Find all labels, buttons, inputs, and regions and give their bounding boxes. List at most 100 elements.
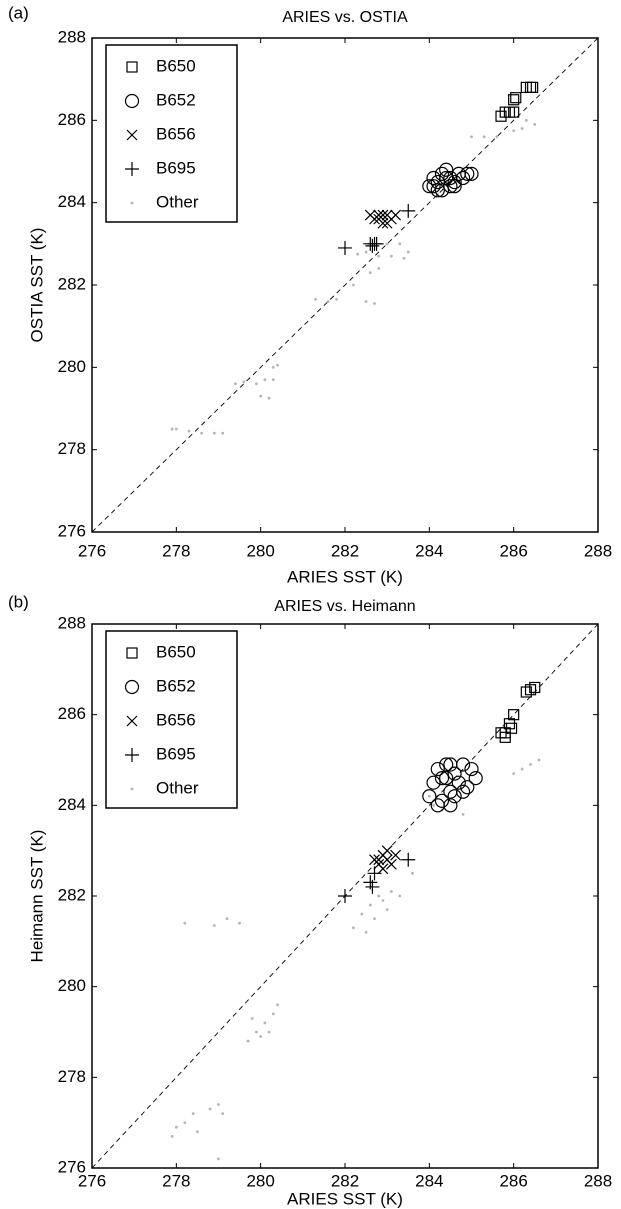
point	[470, 135, 473, 139]
point	[276, 1003, 279, 1007]
panel-label: (b)	[8, 592, 29, 611]
point	[461, 813, 465, 816]
point	[170, 1134, 174, 1138]
point	[183, 1121, 187, 1125]
point	[221, 1112, 225, 1115]
legend-label: Other	[156, 778, 199, 797]
point	[432, 803, 435, 807]
point	[381, 899, 385, 902]
point	[422, 179, 437, 194]
point	[233, 382, 237, 386]
x-axis-label: ARIES SST (K)	[287, 567, 403, 586]
point	[430, 798, 445, 813]
x-tick-label: 284	[415, 1171, 443, 1190]
y-tick-label: 276	[58, 1157, 86, 1176]
point	[460, 166, 475, 181]
point	[365, 879, 380, 894]
x-axis-label: ARIES SST (K)	[287, 1189, 403, 1208]
point	[373, 302, 376, 305]
y-tick-label: 288	[58, 613, 86, 632]
point	[460, 780, 475, 795]
point	[170, 427, 174, 431]
point	[510, 92, 522, 104]
point	[338, 240, 352, 255]
point	[447, 179, 462, 194]
legend-marker	[126, 61, 138, 73]
x-tick-label: 286	[499, 541, 527, 560]
y-tick-label: 284	[58, 192, 86, 211]
legend-box	[105, 44, 238, 223]
point	[529, 681, 541, 694]
point	[338, 889, 352, 903]
legend-marker	[124, 93, 140, 109]
point	[482, 135, 486, 139]
point	[364, 300, 368, 303]
legend-label: B650	[156, 56, 196, 75]
point	[520, 81, 532, 94]
point	[439, 757, 454, 772]
point	[364, 250, 368, 254]
legend-label: Other	[156, 192, 199, 211]
point	[381, 845, 393, 857]
y-tick-label: 280	[58, 976, 86, 995]
point	[389, 254, 393, 258]
legend-marker	[126, 129, 138, 141]
point	[527, 81, 539, 94]
legend-marker	[126, 715, 138, 727]
chart-title: ARIES vs. Heimann	[274, 598, 415, 615]
point	[352, 283, 355, 287]
point	[276, 363, 279, 367]
point	[495, 135, 499, 139]
y-tick-label: 278	[58, 439, 86, 458]
legend-marker	[130, 787, 134, 791]
point	[238, 921, 241, 925]
y-tick-label: 286	[58, 704, 86, 723]
point	[196, 1130, 199, 1134]
point	[174, 427, 178, 431]
point	[377, 863, 389, 875]
point	[402, 256, 406, 260]
y-tick-label: 282	[58, 885, 86, 904]
y-tick-label: 282	[58, 274, 86, 293]
x-tick-label: 276	[78, 541, 106, 560]
point	[455, 784, 471, 799]
point	[368, 903, 372, 907]
point	[259, 1035, 263, 1038]
point	[426, 775, 441, 790]
point	[451, 775, 466, 790]
point	[390, 849, 402, 861]
point	[524, 118, 528, 122]
point	[427, 794, 431, 798]
point	[447, 789, 462, 804]
legend-marker	[125, 162, 139, 176]
point	[259, 394, 263, 398]
point	[464, 761, 479, 777]
y-tick-label: 288	[58, 27, 86, 46]
point	[401, 852, 416, 867]
point	[246, 1039, 250, 1043]
chart-title: ARIES vs. OSTIA	[282, 9, 408, 26]
x-tick-label: 280	[246, 1171, 274, 1190]
x-tick-label: 278	[162, 541, 190, 560]
point	[250, 1017, 254, 1020]
point	[377, 254, 381, 258]
point	[422, 789, 437, 804]
point	[508, 709, 520, 721]
point	[520, 127, 524, 130]
y-tick-label: 278	[58, 1067, 86, 1086]
point	[430, 761, 445, 777]
point	[439, 162, 454, 177]
point	[365, 238, 380, 253]
x-tick-label: 288	[584, 1171, 612, 1190]
point	[537, 758, 541, 762]
point	[263, 1021, 267, 1025]
point	[373, 213, 385, 225]
y-tick-label: 284	[58, 795, 86, 814]
point	[212, 924, 216, 927]
point	[377, 894, 381, 898]
point	[373, 917, 376, 921]
point	[385, 858, 397, 870]
point	[368, 271, 372, 275]
point	[267, 396, 271, 400]
